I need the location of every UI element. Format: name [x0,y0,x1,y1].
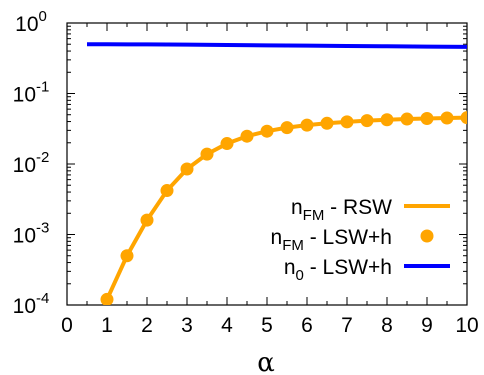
x-tick-label: 7 [341,314,353,337]
x-axis-label: α [257,348,275,375]
data-point [340,115,354,129]
data-point [420,111,434,125]
series-line [103,115,467,305]
data-point [140,213,154,227]
x-tick-label: 8 [381,314,393,337]
legend-label: nFM - RSW [291,196,392,224]
data-point [280,121,294,135]
data-point [180,162,194,176]
data-point [160,184,174,198]
y-tick-label: 10-2 [13,149,50,177]
data-point [300,118,314,132]
y-tick-label: 10-4 [13,290,50,318]
x-tick-label: 6 [301,314,313,337]
x-tick-label: 1 [101,314,113,337]
tick-labels: 0 1 2 3 4 5 6 7 8 9 10 100 10-1 10-2 10-3 10-4 [13,8,479,337]
legend-swatch-point [420,229,434,243]
data-point [320,116,334,130]
data-point [120,249,134,263]
series-0 [103,115,467,305]
legend-label: nFM - LSW+h [271,226,392,254]
series-line [87,42,467,49]
x-tick-label: 3 [181,314,193,337]
x-tick-label: 5 [261,314,273,337]
data-point [240,129,254,143]
plot-border [66,22,468,306]
x-tick-label: 10 [455,314,478,337]
data-point [360,114,374,128]
y-tick-label: 100 [15,8,47,36]
y-tick-label: 10-3 [13,220,50,248]
data-point [260,124,274,138]
data-point [400,112,414,126]
series-1 [100,111,467,305]
data-point [380,113,394,127]
data-point [440,111,454,125]
plot-area [66,22,468,306]
x-tick-label: 4 [221,314,233,337]
x-tick-label: 0 [61,314,73,337]
legend-label: n0 - LSW+h [284,256,392,284]
data-point [100,292,114,305]
axis-ticks [66,22,468,306]
data-point [460,111,467,125]
series-layer [87,42,467,305]
data-point [200,147,214,161]
series-2 [87,42,467,49]
y-tick-label: 10-1 [13,79,50,107]
x-tick-label: 2 [141,314,153,337]
x-tick-label: 9 [421,314,433,337]
data-point [220,137,234,151]
